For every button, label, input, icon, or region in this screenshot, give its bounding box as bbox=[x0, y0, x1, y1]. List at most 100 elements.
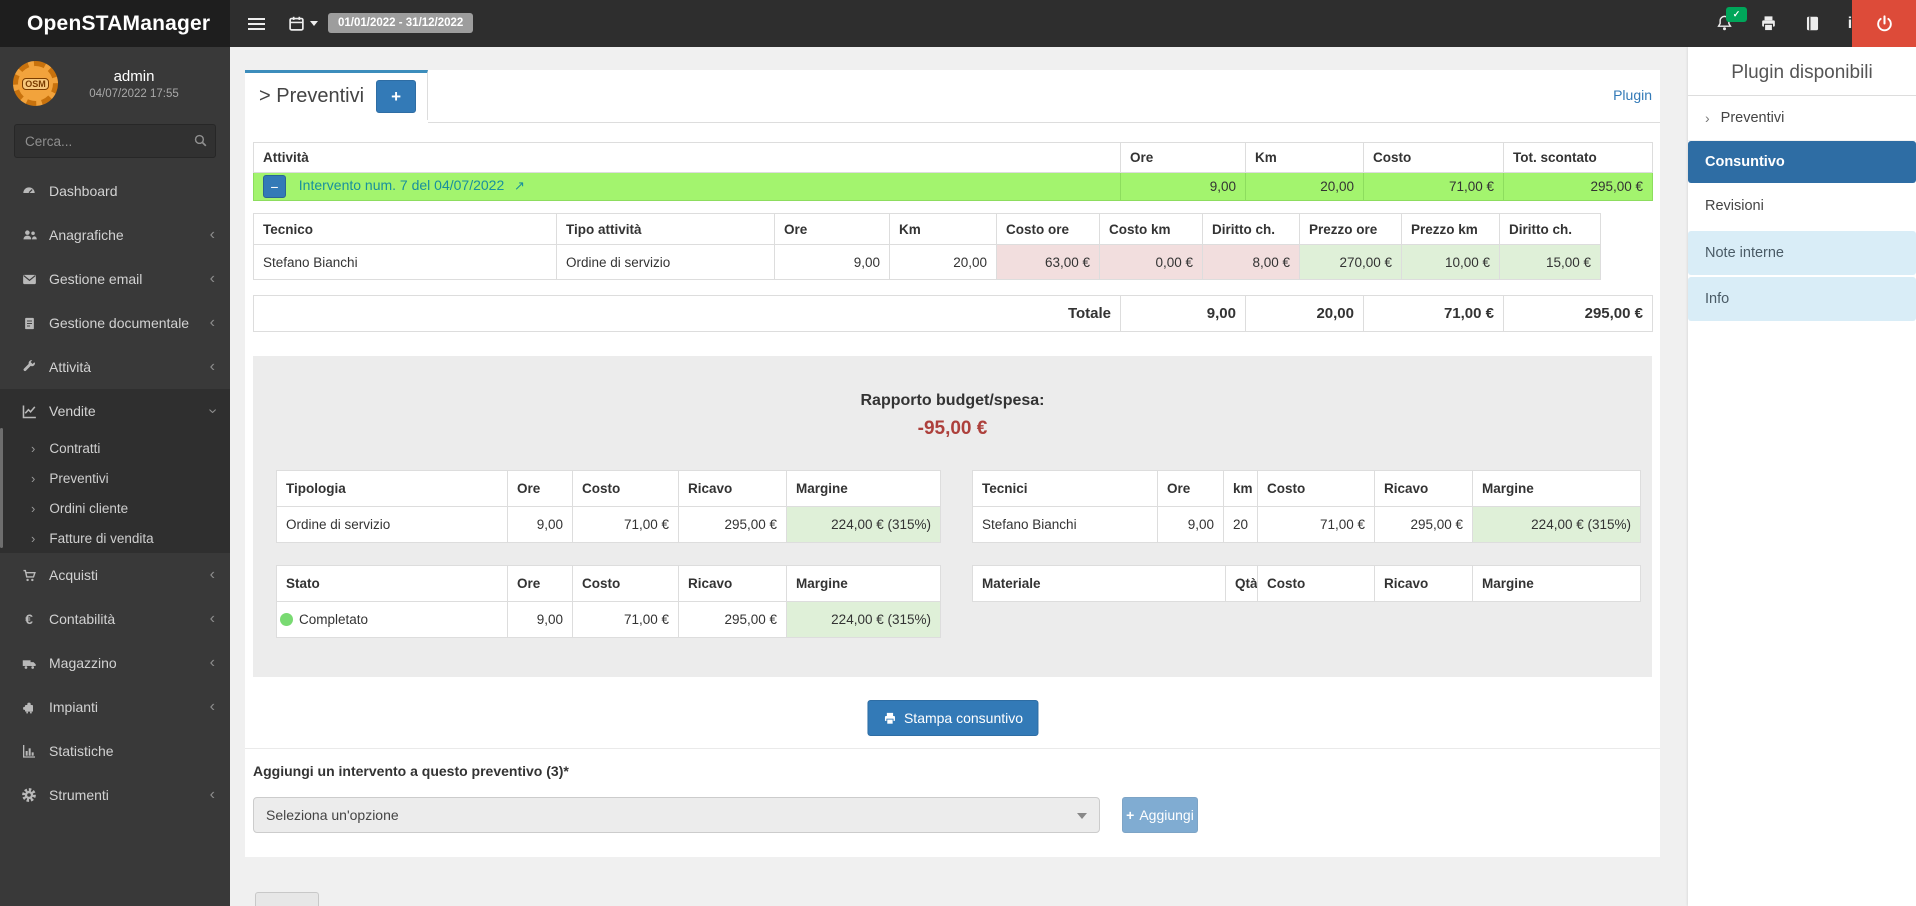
content-card: Attività Ore Km Costo Tot. scontato − In… bbox=[245, 123, 1660, 857]
sidebar-toggle-button[interactable] bbox=[238, 0, 274, 47]
cell: Ordine di servizio bbox=[556, 244, 775, 280]
chevron-left-icon: ‹ bbox=[209, 698, 215, 715]
info-button[interactable]: i bbox=[1832, 0, 1868, 47]
cell: 295,00 € bbox=[678, 601, 787, 638]
calendar-icon bbox=[289, 16, 304, 31]
plugin-item-note-interne[interactable]: Note interne bbox=[1688, 231, 1916, 275]
cell: 0,00 € bbox=[1099, 244, 1203, 280]
chevron-left-icon: ‹ bbox=[209, 226, 215, 243]
sidebar-item-contabilita[interactable]: € Contabilità ‹ bbox=[0, 597, 230, 641]
select-placeholder: Seleziona un'opzione bbox=[266, 807, 399, 823]
sidebar-item-label: Gestione email bbox=[49, 271, 143, 287]
intervento-link[interactable]: Intervento num. 7 del 04/07/2022 bbox=[298, 177, 505, 194]
sidebar-subitem-preventivi[interactable]: › Preventivi bbox=[0, 463, 230, 493]
sidebar-item-vendite[interactable]: Vendite › bbox=[0, 389, 230, 433]
sidebar-item-impianti[interactable]: Impianti ‹ bbox=[0, 685, 230, 729]
docs-button[interactable] bbox=[1792, 0, 1832, 47]
top-navbar: OpenSTAManager 01/01/2022 - 31/12/2022 ✓ bbox=[0, 0, 1916, 47]
sidebar-item-magazzino[interactable]: Magazzino ‹ bbox=[0, 641, 230, 685]
totale-label: Totale bbox=[253, 295, 1121, 332]
plugin-item-info[interactable]: Info bbox=[1688, 277, 1916, 321]
sidebar-subitem-ordini-cliente[interactable]: › Ordini cliente bbox=[0, 493, 230, 523]
logout-button[interactable] bbox=[1852, 0, 1916, 47]
attivita-title: Attività bbox=[253, 142, 1121, 173]
collapse-button[interactable]: − bbox=[263, 175, 286, 198]
cell: Completato bbox=[299, 612, 369, 627]
plugin-item-preventivi[interactable]: › Preventivi bbox=[1688, 96, 1916, 141]
sidebar-item-label: Vendite bbox=[49, 403, 96, 419]
plugin-item-label: Info bbox=[1705, 291, 1730, 307]
col-header: Tipo attività bbox=[556, 213, 775, 245]
chevron-left-icon: ‹ bbox=[209, 358, 215, 375]
search-input[interactable] bbox=[14, 124, 216, 158]
date-range-badge[interactable]: 01/01/2022 - 31/12/2022 bbox=[328, 13, 474, 33]
sidebar-item-gestione-email[interactable]: Gestione email ‹ bbox=[0, 257, 230, 301]
stampa-consuntivo-button[interactable]: Stampa consuntivo bbox=[866, 700, 1039, 736]
tachometer-icon bbox=[17, 183, 41, 199]
tab-preventivi[interactable]: > Preventivi + bbox=[245, 70, 428, 120]
tecnici-table: Tecnici Ore km Costo Ricavo Margine Stef… bbox=[972, 470, 1641, 543]
sidebar-item-strumenti[interactable]: Strumenti ‹ bbox=[0, 773, 230, 817]
col-header: Costo bbox=[1363, 142, 1504, 173]
tipologia-row: Ordine di servizio 9,00 71,00 € 295,00 €… bbox=[276, 506, 941, 543]
plugin-link[interactable]: Plugin bbox=[1613, 87, 1652, 103]
sidebar-item-anagrafiche[interactable]: Anagrafiche ‹ bbox=[0, 213, 230, 257]
document-icon bbox=[17, 316, 41, 331]
partial-button[interactable] bbox=[255, 892, 319, 906]
sidebar-item-attivita[interactable]: Attività ‹ bbox=[0, 345, 230, 389]
plugin-item-consuntivo[interactable]: Consuntivo bbox=[1688, 141, 1916, 183]
sidebar-subitem-fatture-di-vendita[interactable]: › Fatture di vendita bbox=[0, 523, 230, 553]
chevron-left-icon: ‹ bbox=[209, 610, 215, 627]
sidebar-item-dashboard[interactable]: Dashboard bbox=[0, 169, 230, 213]
chevron-down-icon: › bbox=[204, 408, 222, 414]
calendar-button[interactable] bbox=[280, 0, 326, 47]
sidebar-scrollbar[interactable] bbox=[0, 428, 3, 548]
book-icon bbox=[1806, 16, 1818, 31]
sidebar-subitem-contratti[interactable]: › Contratti bbox=[0, 433, 230, 463]
col-header: Materiale bbox=[972, 565, 1226, 602]
cell: 8,00 € bbox=[1202, 244, 1300, 280]
aggiungi-button[interactable]: + Aggiungi bbox=[1122, 797, 1198, 833]
search-icon[interactable] bbox=[192, 132, 209, 149]
sidebar-item-acquisti[interactable]: Acquisti ‹ bbox=[0, 553, 230, 597]
plugin-item-revisioni[interactable]: Revisioni bbox=[1688, 183, 1916, 229]
col-header: Diritto ch. bbox=[1202, 213, 1300, 245]
caret-down-icon bbox=[310, 21, 318, 26]
external-link-icon: ↗ bbox=[514, 178, 525, 194]
col-header: Costo bbox=[1257, 565, 1375, 602]
col-header: Diritto ch. bbox=[1499, 213, 1601, 245]
chevron-left-icon: ‹ bbox=[209, 566, 215, 583]
cell: 9,00 bbox=[1120, 295, 1246, 332]
col-header: Ore bbox=[1157, 470, 1224, 507]
col-header: Costo ore bbox=[996, 213, 1100, 245]
sidebar-item-statistiche[interactable]: Statistiche bbox=[0, 729, 230, 773]
attivita-header-row: Attività Ore Km Costo Tot. scontato bbox=[253, 142, 1653, 173]
chevron-left-icon: ‹ bbox=[209, 270, 215, 287]
print-button[interactable] bbox=[1748, 0, 1788, 47]
add-tab-button[interactable]: + bbox=[376, 80, 417, 113]
cell: 15,00 € bbox=[1499, 244, 1601, 280]
col-header: Margine bbox=[786, 565, 941, 602]
add-intervento-label: Aggiungi un intervento a questo preventi… bbox=[253, 763, 569, 779]
col-header: Tecnico bbox=[253, 213, 557, 245]
status-dot-completato bbox=[280, 613, 293, 626]
col-header: Qtà bbox=[1225, 565, 1258, 602]
intervento-select[interactable]: Seleziona un'opzione bbox=[253, 797, 1100, 833]
col-header: Tipologia bbox=[276, 470, 508, 507]
totale-row: Totale 9,00 20,00 71,00 € 295,00 € bbox=[253, 295, 1653, 332]
plugin-item-label: Note interne bbox=[1705, 245, 1784, 261]
col-header: Tot. scontato bbox=[1503, 142, 1653, 173]
sidebar-item-label: Strumenti bbox=[49, 787, 109, 803]
col-header: Ricavo bbox=[678, 565, 787, 602]
section-divider bbox=[245, 748, 1660, 749]
col-header: Margine bbox=[1472, 565, 1641, 602]
cell: 9,00 bbox=[1120, 172, 1246, 201]
cell: 224,00 € (315%) bbox=[786, 506, 941, 543]
col-header: Costo km bbox=[1099, 213, 1203, 245]
tipologia-table: Tipologia Ore Costo Ricavo Margine Ordin… bbox=[276, 470, 941, 543]
plus-icon: + bbox=[391, 86, 402, 106]
cell: 270,00 € bbox=[1299, 244, 1402, 280]
cell: 9,00 bbox=[507, 601, 573, 638]
sidebar-item-gestione-documentale[interactable]: Gestione documentale ‹ bbox=[0, 301, 230, 345]
tab-label: > Preventivi bbox=[259, 85, 365, 107]
